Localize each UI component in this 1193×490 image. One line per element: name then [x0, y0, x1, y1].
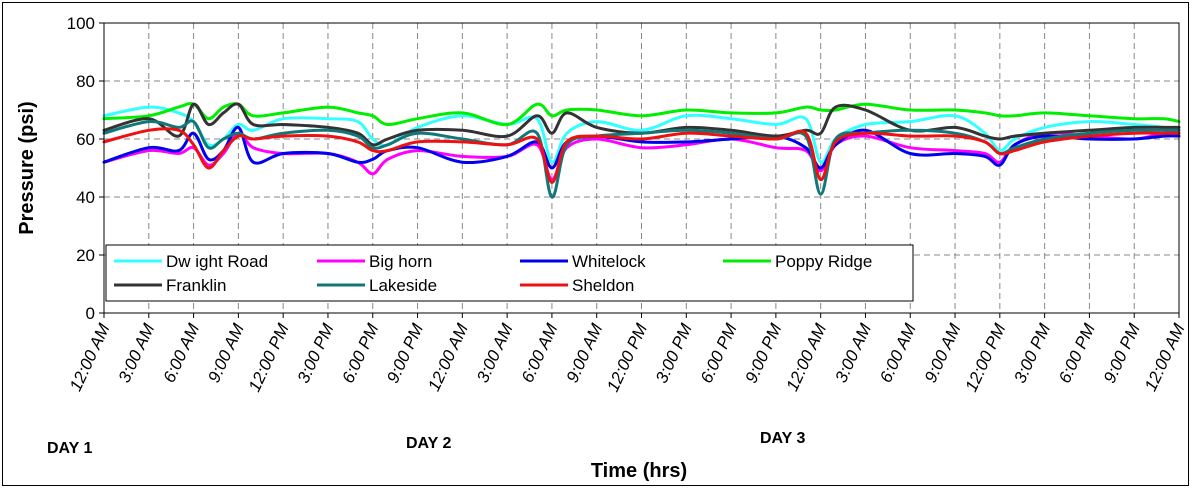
y-tick-label: 40	[76, 188, 95, 207]
legend-label: Poppy Ridge	[775, 252, 872, 271]
x-tick-label: 6:00 AM	[518, 320, 562, 386]
x-tick-label: 6:00 AM	[876, 320, 920, 386]
legend-label: Whitelock	[572, 252, 646, 271]
x-tick-label: 9:00 AM	[921, 320, 965, 386]
x-tick-label: 3:00 PM	[294, 320, 338, 386]
x-tick-label: 12:00 AM	[783, 320, 831, 394]
x-tick-label: 6:00 AM	[159, 320, 203, 386]
series-lines	[102, 102, 1181, 199]
x-tick-label: 3:00 PM	[652, 320, 696, 386]
series-line-franklin	[102, 102, 1181, 147]
legend-label: Sheldon	[572, 276, 634, 295]
x-tick-label: 12:00 AM	[1141, 320, 1189, 394]
x-tick-label: 6:00 PM	[338, 320, 382, 386]
y-tick-label: 20	[76, 246, 95, 265]
x-tick-label: 6:00 PM	[1055, 320, 1099, 386]
x-tick-label: 3:00 AM	[831, 320, 875, 386]
legend-label: Big horn	[369, 252, 432, 271]
x-tick-label: 9:00 AM	[204, 320, 248, 386]
x-tick-label: 12:00 PM	[603, 320, 651, 395]
x-tick-label: 12:00 PM	[245, 320, 293, 395]
x-tick-label: 12:00 AM	[66, 320, 114, 394]
x-tick-label: 6:00 PM	[697, 320, 741, 386]
x-tick-label: 9:00 AM	[563, 320, 607, 386]
legend-box	[105, 244, 914, 302]
x-tick-label: 3:00 PM	[1010, 320, 1054, 386]
y-tick-label: 60	[76, 130, 95, 149]
day-label: DAY 1	[47, 440, 92, 457]
x-tick-label: 3:00 AM	[473, 320, 517, 386]
x-tick-label: 9:00 PM	[742, 320, 786, 386]
x-tick-label: 12:00 PM	[961, 320, 1009, 395]
y-tick-label: 100	[67, 14, 95, 33]
legend-label: Dw ight Road	[166, 252, 268, 271]
x-tick-label: 9:00 PM	[383, 320, 427, 386]
x-tick-label: 9:00 PM	[1100, 320, 1144, 386]
series-line-sheldon	[102, 127, 1181, 185]
x-tick-label: 12:00 AM	[424, 320, 472, 394]
legend-label: Franklin	[166, 276, 226, 295]
legend-label: Lakeside	[369, 276, 437, 295]
y-tick-label: 80	[76, 72, 95, 91]
series-line-dw-ight-road	[102, 105, 1181, 164]
day-label: DAY 3	[760, 430, 805, 447]
y-axis-title: Pressure (psi)	[16, 101, 38, 234]
day-labels: DAY 1 DAY 2 DAY 3	[47, 430, 805, 457]
y-tick-labels: 0 20 40 60 80 100	[67, 14, 104, 323]
y-tick-label: 0	[86, 304, 95, 323]
day-label: DAY 2	[406, 435, 451, 452]
x-tick-label: 3:00 AM	[115, 320, 159, 386]
legend: Dw ight Road Big horn Whitelock Poppy Ridge…	[105, 244, 914, 302]
x-axis-title: Time (hrs)	[591, 460, 687, 482]
